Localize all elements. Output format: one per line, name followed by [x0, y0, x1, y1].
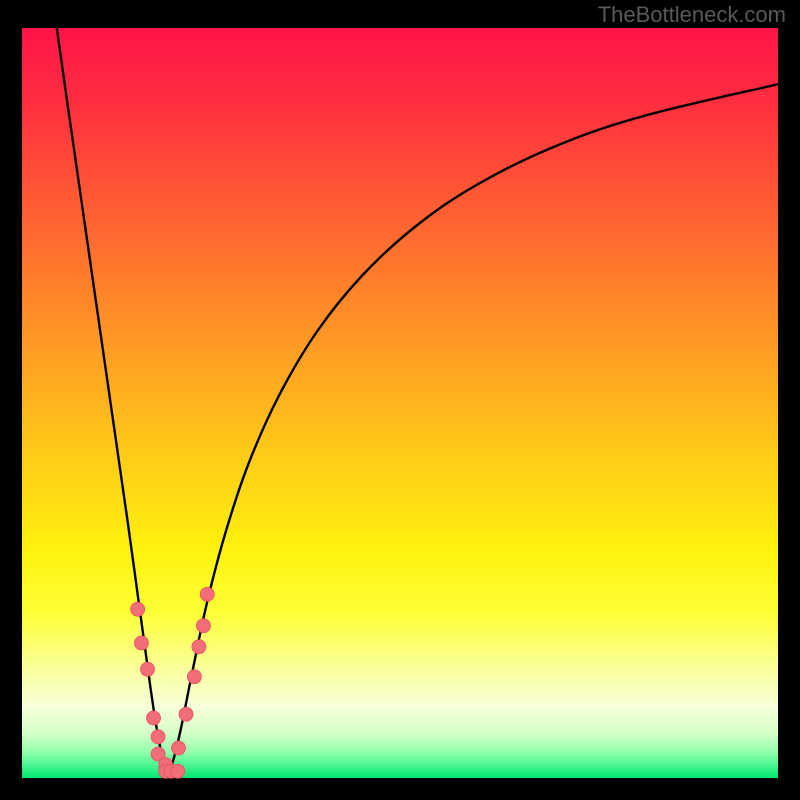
data-point-marker: [187, 670, 201, 684]
data-point-marker: [179, 707, 193, 721]
data-point-marker: [192, 640, 206, 654]
curve-layer: [22, 28, 778, 778]
data-point-marker: [147, 711, 161, 725]
marker-group: [131, 587, 215, 778]
bottleneck-curve-left: [57, 28, 167, 774]
bottleneck-curve-right: [167, 84, 778, 773]
data-point-marker: [140, 662, 154, 676]
data-point-marker: [131, 602, 145, 616]
data-point-marker: [171, 741, 185, 755]
plot-area: [22, 28, 778, 778]
data-point-marker: [196, 619, 210, 633]
data-point-marker: [134, 636, 148, 650]
attribution-text: TheBottleneck.com: [598, 2, 786, 28]
data-point-marker: [171, 764, 185, 778]
data-point-marker: [200, 587, 214, 601]
chart-frame: TheBottleneck.com: [0, 0, 800, 800]
data-point-marker: [151, 730, 165, 744]
